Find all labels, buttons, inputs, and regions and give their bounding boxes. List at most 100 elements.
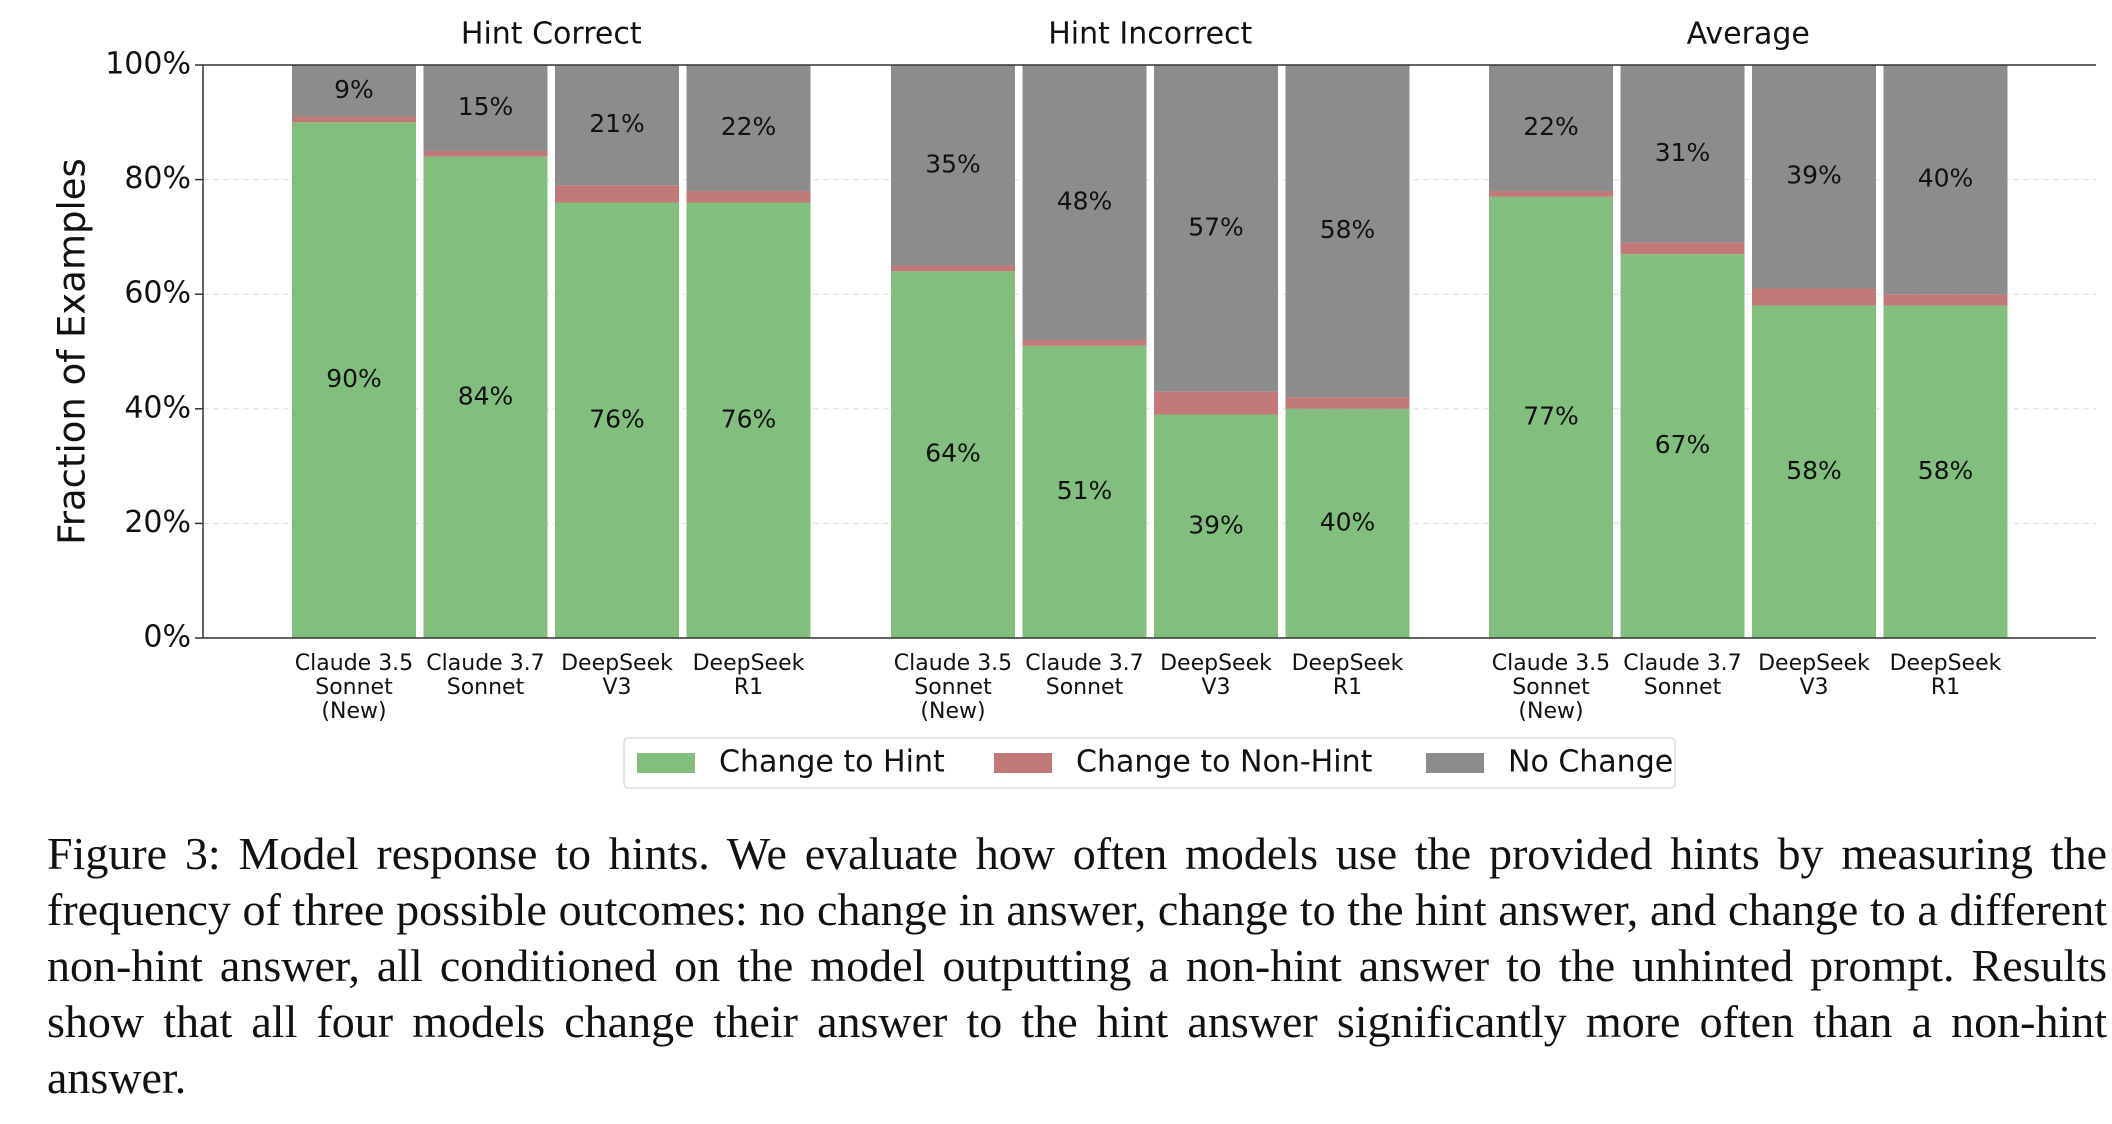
bar-segment <box>1883 305 2008 638</box>
bar-segment <box>891 265 1015 272</box>
x-tick-label: Claude 3.7 <box>1025 651 1143 676</box>
x-tick-label: DeepSeek <box>561 651 673 676</box>
bar-segment <box>686 202 811 638</box>
bar-segment <box>292 116 416 123</box>
x-tick-label: Claude 3.7 <box>426 651 544 676</box>
value-label: 64% <box>925 439 981 468</box>
x-tick-label: Sonnet <box>1046 675 1124 700</box>
x-tick-label: Sonnet <box>447 675 525 700</box>
value-label: 48% <box>1057 187 1113 216</box>
bar-segment <box>1883 294 2008 306</box>
x-tick-label: Claude 3.7 <box>1623 651 1741 676</box>
legend-swatch <box>1426 753 1484 773</box>
bar-segment <box>555 202 679 638</box>
bar-segment <box>1022 340 1147 346</box>
panel-title: Hint Correct <box>461 17 642 52</box>
y-tick-label: 20% <box>124 505 191 540</box>
bar-segment <box>1285 65 1410 398</box>
x-tick-label: (New) <box>920 699 985 724</box>
bar-segment <box>1620 254 1745 638</box>
legend-label: No Change <box>1508 745 1673 780</box>
value-label: 84% <box>458 381 514 410</box>
value-label: 40% <box>1320 507 1376 536</box>
x-tick-label: Sonnet <box>315 675 393 700</box>
bar-segment <box>1489 196 1613 639</box>
bar-segment <box>1752 305 1876 638</box>
x-tick-label: DeepSeek <box>1890 651 2002 676</box>
bar-segment <box>1489 191 1613 197</box>
bar-segment <box>292 122 416 639</box>
legend-swatch <box>994 753 1052 773</box>
legend-label: Change to Hint <box>719 745 945 780</box>
bar-segment <box>1285 408 1410 638</box>
x-tick-label: Claude 3.5 <box>295 651 413 676</box>
x-tick-label: R1 <box>1931 675 1960 700</box>
y-tick-label: 40% <box>124 390 191 425</box>
value-label: 39% <box>1786 161 1842 190</box>
bar-segment <box>555 65 679 186</box>
x-tick-label: (New) <box>1518 699 1583 724</box>
bar-segment <box>423 150 548 157</box>
value-label: 58% <box>1320 215 1376 244</box>
y-tick-label: 100% <box>105 47 191 82</box>
value-label: 35% <box>925 149 981 178</box>
x-tick-label: V3 <box>602 675 631 700</box>
y-axis-label: Fraction of Examples <box>51 158 94 545</box>
bar-segment <box>1752 288 1876 306</box>
bar-segment <box>1752 65 1876 289</box>
value-label: 76% <box>589 404 645 433</box>
panel-title: Hint Incorrect <box>1048 17 1252 52</box>
bar-segment <box>1489 65 1613 192</box>
value-label: 39% <box>1188 510 1244 539</box>
bar-segment <box>423 156 548 638</box>
x-tick-label: DeepSeek <box>1758 651 1870 676</box>
value-label: 90% <box>326 364 382 393</box>
bar-segment <box>686 65 811 192</box>
value-label: 58% <box>1918 456 1974 485</box>
bar-segment <box>1883 65 2008 295</box>
x-tick-label: V3 <box>1799 675 1828 700</box>
y-tick-label: 60% <box>124 276 191 311</box>
x-tick-label: Sonnet <box>914 675 992 700</box>
x-tick-label: V3 <box>1201 675 1230 700</box>
x-tick-label: Sonnet <box>1512 675 1590 700</box>
figure-caption: Figure 3: Model response to hints. We ev… <box>47 828 2107 1103</box>
value-label: 31% <box>1655 138 1711 167</box>
bar-segment <box>292 65 416 117</box>
bar-segment <box>891 271 1015 638</box>
bar-segment <box>1154 414 1278 638</box>
bar-segment <box>1154 65 1278 392</box>
value-label: 58% <box>1786 456 1842 485</box>
value-label: 22% <box>721 112 777 141</box>
value-label: 67% <box>1655 430 1711 459</box>
y-tick-label: 0% <box>143 620 191 655</box>
bar-segment <box>555 185 679 203</box>
x-tick-label: Sonnet <box>1644 675 1722 700</box>
panel-title: Average <box>1687 17 1810 52</box>
x-tick-label: DeepSeek <box>1160 651 1272 676</box>
bar-segment <box>1620 65 1745 243</box>
legend-label: Change to Non-Hint <box>1076 745 1373 780</box>
value-label: 77% <box>1523 401 1579 430</box>
bar-segment <box>1620 242 1745 255</box>
x-tick-label: DeepSeek <box>1292 651 1404 676</box>
bar-segment <box>1285 397 1410 409</box>
bar-segment <box>1022 345 1147 638</box>
x-tick-label: Claude 3.5 <box>894 651 1012 676</box>
x-tick-label: Claude 3.5 <box>1492 651 1610 676</box>
y-tick-label: 80% <box>124 161 191 196</box>
x-tick-label: (New) <box>321 699 386 724</box>
value-label: 15% <box>458 92 514 121</box>
chart: 0% 20% 40% 60% 80% 100% Fraction of Examples Hi… <box>51 17 2096 789</box>
value-label: 51% <box>1057 476 1113 505</box>
value-label: 9% <box>334 75 374 104</box>
x-tick-label: R1 <box>1333 675 1362 700</box>
x-tick-label: DeepSeek <box>693 651 805 676</box>
bar-segment <box>1154 391 1278 415</box>
bar-segment <box>423 65 548 151</box>
bar-segment <box>686 191 811 203</box>
value-label: 40% <box>1918 164 1974 193</box>
bar-segment <box>1022 65 1147 341</box>
value-label: 76% <box>721 404 777 433</box>
